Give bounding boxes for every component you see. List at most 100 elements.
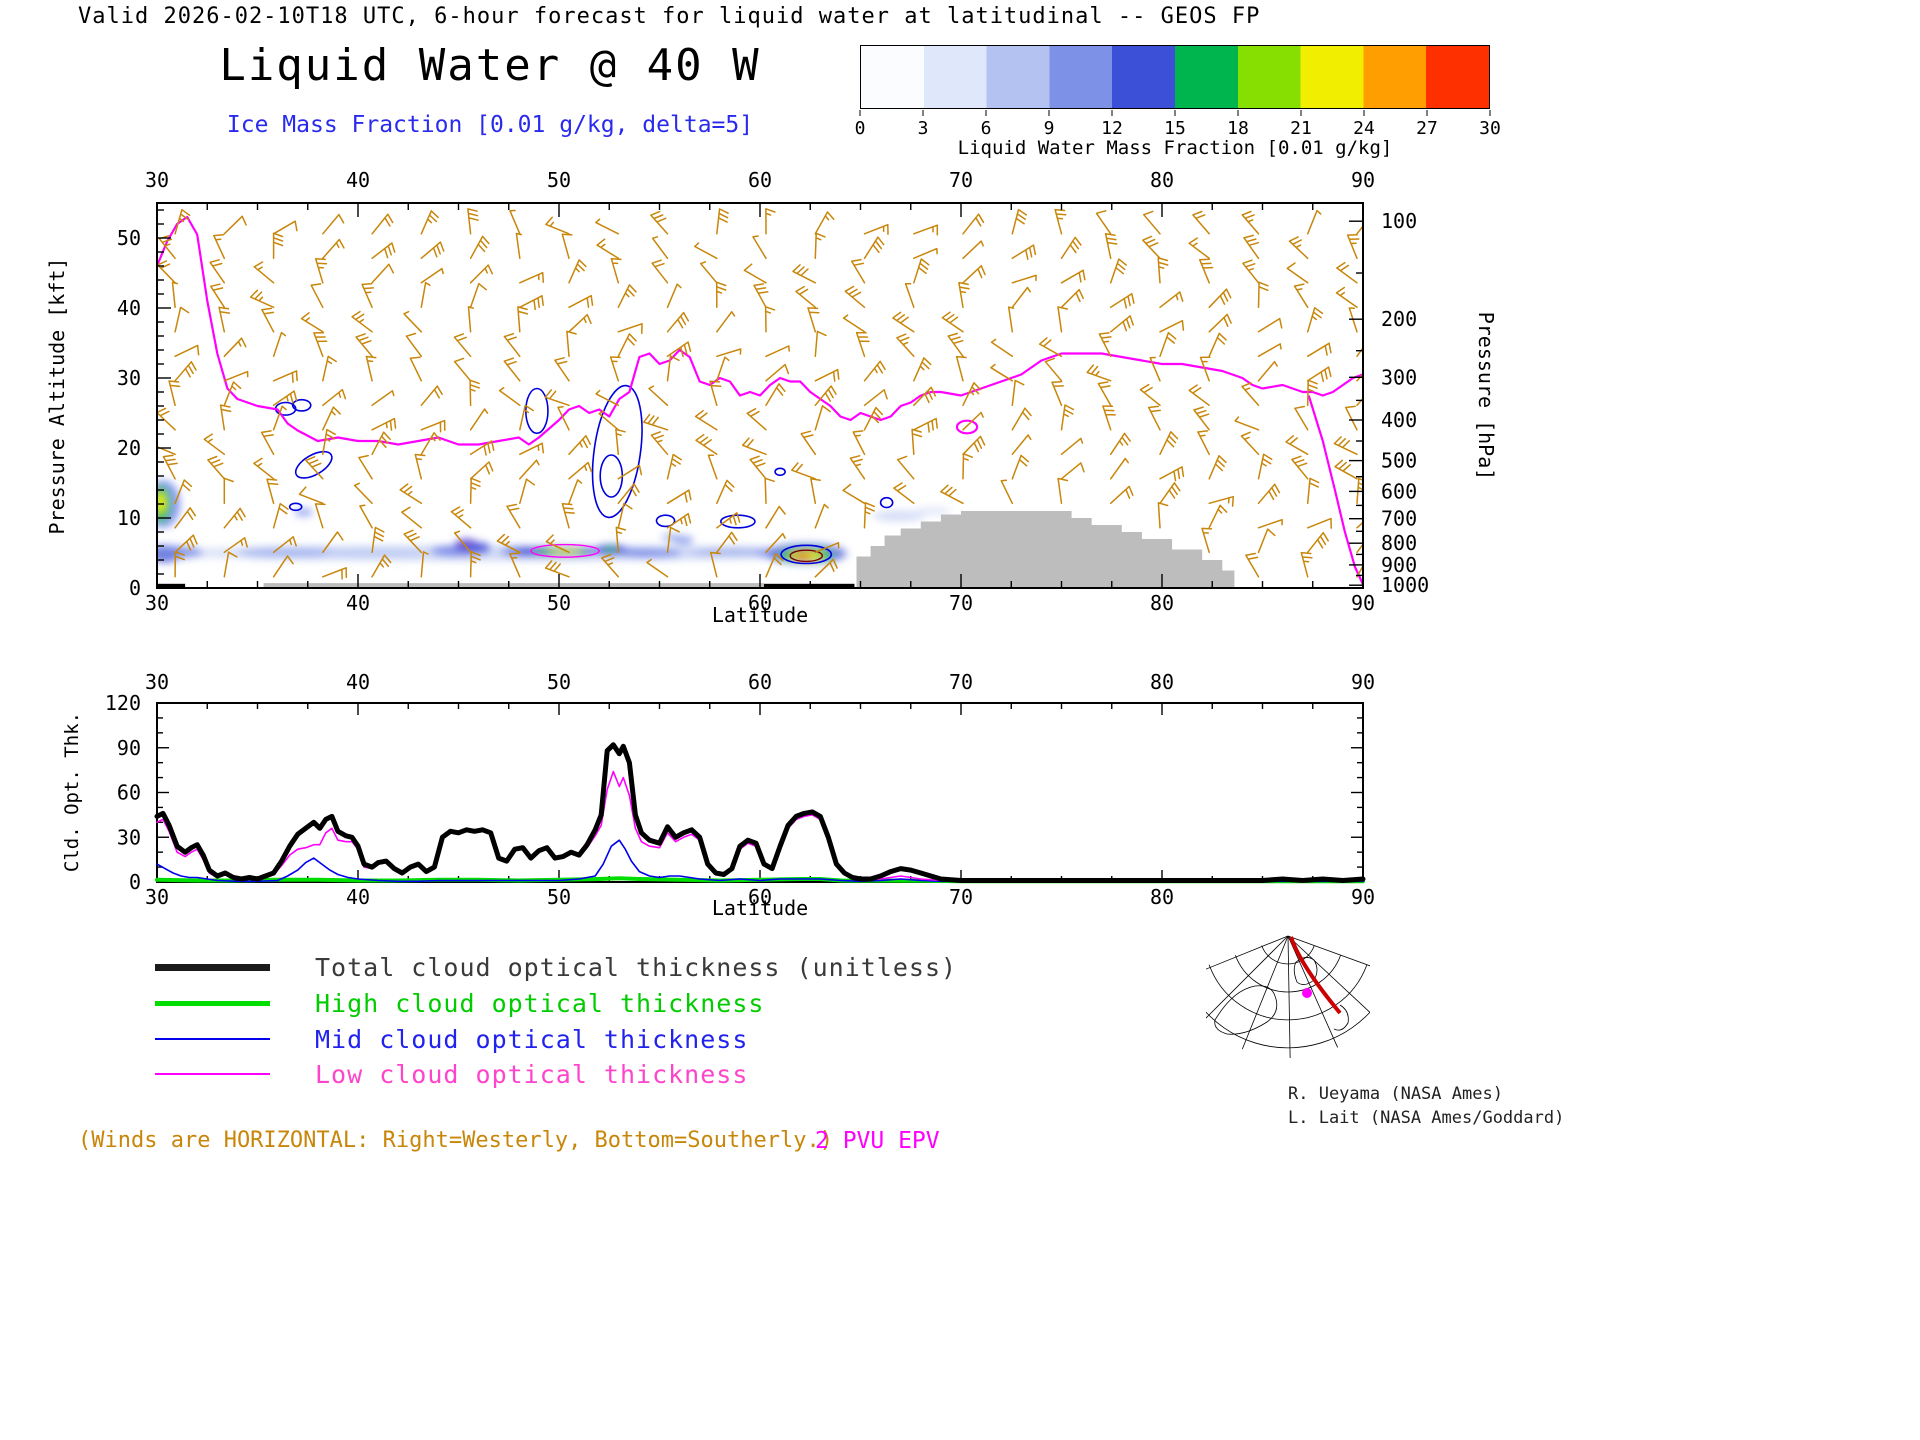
svg-text:400: 400 xyxy=(1381,408,1417,432)
svg-text:40: 40 xyxy=(346,591,370,615)
svg-text:60: 60 xyxy=(748,168,772,192)
colorbar-label: Liquid Water Mass Fraction [0.01 g/kg] xyxy=(957,137,1393,159)
legend-item-mid: Mid cloud optical thickness xyxy=(155,1024,748,1054)
legend-swatch-low xyxy=(155,1073,270,1075)
svg-text:80: 80 xyxy=(1150,168,1174,192)
legend-swatch-total xyxy=(155,963,270,971)
svg-text:70: 70 xyxy=(949,591,973,615)
inset-map xyxy=(1206,935,1370,1058)
svg-text:70: 70 xyxy=(949,885,973,909)
colorbar-tick-mark xyxy=(1300,110,1302,116)
colorbar-tick-mark xyxy=(1111,110,1113,116)
colorbar-tick-labels: 0 3 6 9 12 15 18 21 24 27 30 xyxy=(855,110,1501,139)
colorbar-tick-label: 30 xyxy=(1479,118,1501,139)
legend-item-total: Total cloud optical thickness (unitless) xyxy=(155,952,957,982)
svg-text:40: 40 xyxy=(346,168,370,192)
svg-text:30: 30 xyxy=(117,825,141,849)
svg-text:20: 20 xyxy=(117,436,141,460)
colorbar-tick-label: 0 xyxy=(854,118,866,139)
svg-text:70: 70 xyxy=(949,670,973,694)
colorbar-tick-mark xyxy=(1237,110,1239,116)
svg-text:0: 0 xyxy=(129,576,141,600)
legend-swatch-high xyxy=(155,1000,270,1006)
ylabel-pressure-altitude: Pressure Altitude [kft] xyxy=(45,257,69,535)
svg-text:60: 60 xyxy=(748,885,772,909)
series-1 xyxy=(156,839,1364,883)
svg-text:80: 80 xyxy=(1150,591,1174,615)
colorbar-tick-mark xyxy=(985,110,987,116)
map-track xyxy=(1289,936,1342,1015)
map-coastline xyxy=(1333,1004,1349,1031)
colorbar-tick-mark xyxy=(859,110,861,116)
colorbar-gradient xyxy=(860,45,1490,109)
main-title: Liquid Water @ 40 W xyxy=(219,40,761,91)
svg-text:60: 60 xyxy=(748,670,772,694)
tropopause-2pvu-line xyxy=(158,215,1362,585)
svg-text:10: 10 xyxy=(117,506,141,530)
svg-text:0: 0 xyxy=(129,870,141,894)
svg-text:40: 40 xyxy=(117,296,141,320)
colorbar-tick-mark xyxy=(922,110,924,116)
svg-text:100: 100 xyxy=(1381,209,1417,233)
svg-text:50: 50 xyxy=(117,226,141,250)
colorbar-tick-label: 15 xyxy=(1164,118,1186,139)
svg-text:60: 60 xyxy=(117,781,141,805)
legend-label-mid: Mid cloud optical thickness xyxy=(315,1024,749,1054)
cross-section-content xyxy=(158,208,1362,587)
svg-text:1000: 1000 xyxy=(1381,573,1429,597)
credit-line-1: R. Ueyama (NASA Ames) xyxy=(1288,1084,1503,1104)
legend-item-low: Low cloud optical thickness xyxy=(155,1059,748,1089)
colorbar-tick-mark xyxy=(1363,110,1365,116)
colorbar-tick-label: 3 xyxy=(917,118,929,139)
xlabel-latitude-lower: Latitude xyxy=(711,896,809,920)
colorbar-tick-mark xyxy=(1048,110,1050,116)
colorbar-tick-label: 21 xyxy=(1290,118,1312,139)
legend-swatch-mid xyxy=(155,1038,270,1040)
colorbar-tick-label: 24 xyxy=(1353,118,1375,139)
svg-text:30: 30 xyxy=(117,366,141,390)
svg-text:40: 40 xyxy=(346,670,370,694)
series-3 xyxy=(154,742,1366,883)
valid-line: Valid 2026-02-10T18 UTC, 6-hour forecast… xyxy=(78,4,1261,29)
colorbar: 0 3 6 9 12 15 18 21 24 27 30 Liquid Water Mass Fra… xyxy=(855,45,1501,159)
svg-text:600: 600 xyxy=(1381,479,1417,503)
colorbar-tick-label: 9 xyxy=(1043,118,1055,139)
colorbar-tick-mark xyxy=(1174,110,1176,116)
svg-text:500: 500 xyxy=(1381,449,1417,473)
svg-text:70: 70 xyxy=(949,168,973,192)
svg-text:30: 30 xyxy=(145,885,169,909)
svg-text:700: 700 xyxy=(1381,507,1417,531)
svg-text:90: 90 xyxy=(1351,885,1375,909)
svg-text:90: 90 xyxy=(1351,168,1375,192)
ylabel-pressure-hpa: Pressure [hPa] xyxy=(1474,311,1498,481)
axes-ticks xyxy=(156,203,1364,883)
ylabel-cloud-optical-thickness: Cld. Opt. Thk. xyxy=(61,711,83,873)
axis-tick-labels: 30 30 40 40 50 50 60 60 70 70 80 80 90 90 0 10 20 30 40 50 1… xyxy=(105,168,1429,909)
colorbar-tick-label: 27 xyxy=(1416,118,1438,139)
svg-text:30: 30 xyxy=(145,670,169,694)
svg-text:800: 800 xyxy=(1381,531,1417,555)
winds-note: (Winds are HORIZONTAL: Right=Westerly, B… xyxy=(78,1128,833,1153)
svg-text:40: 40 xyxy=(346,885,370,909)
svg-text:120: 120 xyxy=(105,691,141,715)
legend-label-high: High cloud optical thickness xyxy=(315,988,765,1018)
colorbar-tick-mark xyxy=(1489,110,1491,116)
svg-text:80: 80 xyxy=(1150,885,1174,909)
colorbar-tick-label: 18 xyxy=(1227,118,1249,139)
wind-barbs xyxy=(158,208,1362,580)
legend-label-low: Low cloud optical thickness xyxy=(315,1059,749,1089)
svg-text:90: 90 xyxy=(1351,591,1375,615)
svg-text:200: 200 xyxy=(1381,307,1417,331)
map-marker xyxy=(1302,988,1312,998)
svg-text:300: 300 xyxy=(1381,365,1417,389)
svg-text:50: 50 xyxy=(547,885,571,909)
svg-text:60: 60 xyxy=(748,591,772,615)
svg-text:30: 30 xyxy=(145,591,169,615)
svg-text:50: 50 xyxy=(547,591,571,615)
terrain xyxy=(158,511,1235,587)
xlabel-latitude-main: Latitude xyxy=(711,603,809,627)
colorbar-tick-label: 6 xyxy=(980,118,992,139)
svg-text:80: 80 xyxy=(1150,670,1174,694)
map-coastline xyxy=(1214,985,1278,1035)
svg-text:50: 50 xyxy=(547,168,571,192)
